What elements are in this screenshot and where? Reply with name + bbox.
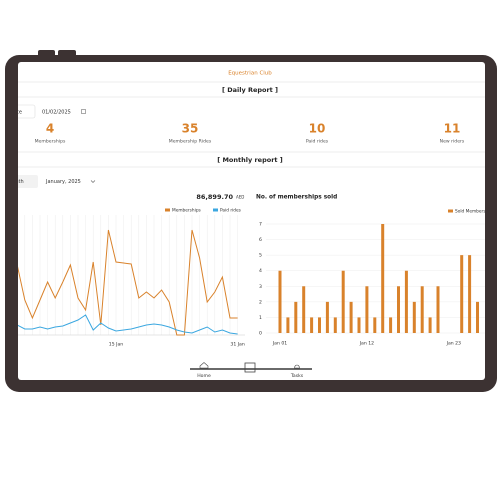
calendar-icon[interactable]	[81, 109, 86, 114]
nav-label[interactable]: Home	[197, 373, 211, 379]
section-title: [ Daily Report ]	[222, 86, 278, 94]
legend-swatch	[213, 208, 218, 212]
y-tick-label: 4	[259, 268, 262, 274]
stat-label: Membership Rides	[169, 139, 212, 145]
bar	[404, 270, 408, 333]
y-tick-label: 0	[259, 331, 262, 337]
scan-icon[interactable]	[244, 362, 256, 373]
section-title: [ Monthly report ]	[217, 156, 283, 164]
app-title: Equestrian Club	[228, 71, 272, 77]
stat-value: 35	[182, 122, 199, 136]
date-value[interactable]: 01/02/2025	[42, 110, 71, 116]
date-label: Date	[10, 110, 22, 116]
y-tick-label: 6	[259, 237, 262, 243]
bar	[341, 270, 345, 333]
legend-swatch	[448, 209, 453, 213]
y-tick-label: 3	[259, 284, 262, 290]
tasks-icon[interactable]	[294, 364, 300, 369]
currency: AED	[236, 195, 244, 200]
dropdown-icon[interactable]	[90, 180, 96, 183]
nav-label[interactable]: Tasks	[290, 373, 304, 379]
stat-value: 10	[309, 122, 326, 136]
month-label: Month	[8, 179, 24, 185]
x-tick-label: Jan 01	[272, 341, 287, 347]
x-tick-label: Jan 12	[359, 341, 374, 347]
screen-content: Equestrian Club [ Daily Report ] Date 01…	[0, 71, 495, 379]
bar	[389, 317, 393, 333]
line-series	[18, 229, 238, 336]
stat-value: 4	[46, 122, 54, 136]
stat-label: Memberships	[35, 139, 66, 145]
legend-label: Paid rides	[220, 208, 242, 214]
bar	[365, 286, 369, 333]
bar	[460, 255, 464, 333]
bar	[428, 317, 432, 333]
y-tick-label: 2	[259, 299, 262, 305]
bar	[349, 301, 353, 333]
y-tick-label: 1	[259, 315, 262, 321]
bar	[310, 317, 314, 333]
stat-label: Paid rides	[306, 139, 329, 145]
month-value[interactable]: January, 2025	[45, 179, 81, 185]
legend-label: Sold Memberships	[455, 209, 495, 215]
bar	[373, 317, 377, 333]
bar-chart: 0 1 2 3 4 5 6 7 Jan 01 Jan 12 Jan 23 Sold Membershi…	[259, 209, 495, 347]
bar	[436, 286, 440, 333]
bar	[333, 317, 337, 333]
bar	[412, 301, 416, 333]
y-tick-label: 5	[259, 253, 262, 259]
date-label-box[interactable]	[0, 104, 36, 119]
legend-label: Memberships	[172, 208, 202, 214]
bar	[468, 255, 472, 333]
line-series	[18, 314, 238, 335]
line-chart: 15 Jan 31 Jan Memberships Paid rides	[18, 208, 245, 348]
month-label-box[interactable]	[0, 175, 38, 188]
bar	[397, 286, 400, 333]
bar	[302, 286, 306, 333]
plot-area	[18, 215, 245, 336]
x-tick-label: 15 Jan	[109, 342, 123, 348]
stat-value: 11	[444, 122, 461, 136]
bar	[357, 317, 361, 333]
legend-swatch	[165, 208, 170, 212]
bar	[294, 301, 298, 333]
stat-label: New riders	[440, 139, 465, 145]
bar	[420, 286, 424, 333]
chart-title: No. of memberships sold	[256, 195, 337, 201]
y-tick-label: 7	[259, 222, 262, 228]
bar	[278, 270, 282, 333]
bar	[318, 317, 321, 333]
x-tick-label: Jan 23	[446, 341, 461, 347]
bar	[381, 224, 385, 333]
bar	[286, 317, 290, 333]
home-icon[interactable]	[199, 362, 209, 369]
bar	[476, 301, 479, 333]
x-tick-label: 31 Jan	[230, 342, 244, 348]
total-amount: 86,899.70	[196, 193, 233, 201]
bar	[325, 301, 329, 333]
